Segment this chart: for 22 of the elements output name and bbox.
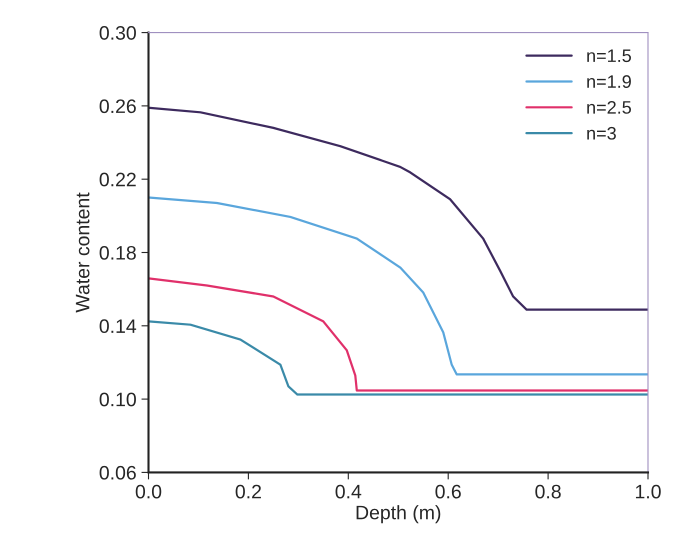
line-series xyxy=(148,320,648,396)
x-tick-label: 1.0 xyxy=(636,484,661,498)
y-tick-label: 0.22 xyxy=(100,172,136,186)
legend-label: n=1.5 xyxy=(587,49,631,62)
x-tick-label: 0.6 xyxy=(435,484,461,498)
x-tick-label: 0.2 xyxy=(236,484,261,498)
x-tick-label: 0.8 xyxy=(535,484,561,498)
y-tick-label: 0.18 xyxy=(100,246,136,260)
legend-label: n=1.9 xyxy=(587,75,631,88)
y-axis-title: Water content xyxy=(76,192,90,313)
y-tick-label: 0.26 xyxy=(100,99,136,114)
x-tick-label: 0.0 xyxy=(136,484,162,498)
legend-label: n=3 xyxy=(587,126,616,140)
y-tick-label: 0.10 xyxy=(100,392,136,406)
y-tick-label: 0.30 xyxy=(100,26,136,40)
line-series xyxy=(148,196,648,376)
legend-label: n=2.5 xyxy=(587,101,631,114)
line-series xyxy=(148,277,648,392)
y-tick-label: 0.06 xyxy=(100,466,136,480)
x-axis-title: Depth (m) xyxy=(356,505,440,524)
x-tick-label: 0.4 xyxy=(336,484,362,498)
y-tick-label: 0.14 xyxy=(100,319,136,334)
